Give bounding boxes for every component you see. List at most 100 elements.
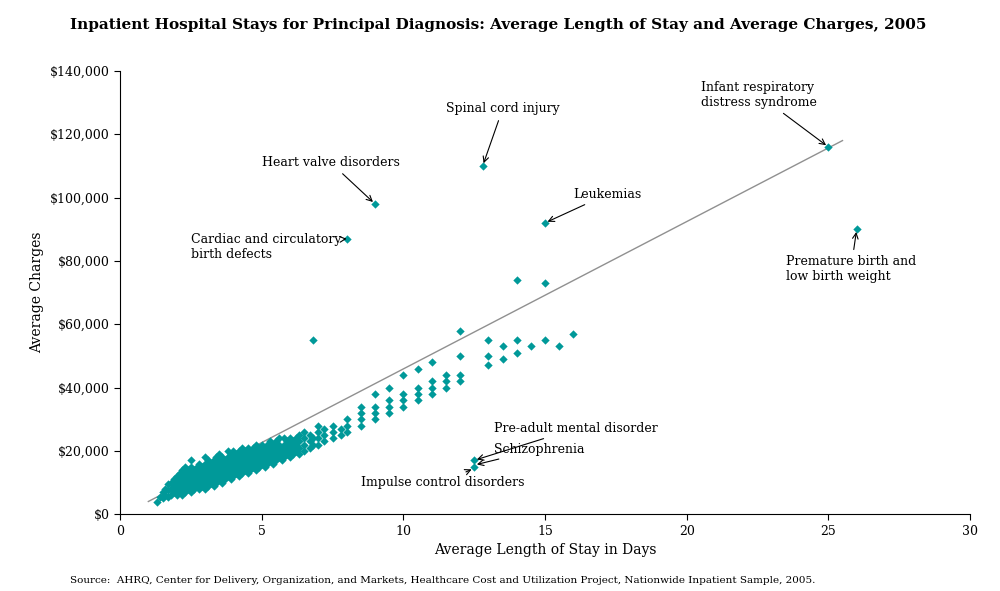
Point bbox=[259, 459, 275, 468]
Point bbox=[248, 446, 264, 456]
Point bbox=[177, 487, 193, 496]
Point bbox=[177, 475, 193, 484]
Point bbox=[208, 465, 224, 475]
Point bbox=[194, 468, 210, 478]
Point bbox=[265, 453, 281, 462]
Point bbox=[820, 142, 836, 152]
Point bbox=[208, 453, 224, 462]
Point bbox=[242, 453, 258, 462]
Point bbox=[172, 487, 188, 496]
Point bbox=[274, 449, 290, 459]
Point bbox=[339, 427, 355, 437]
Point bbox=[183, 468, 199, 478]
Point bbox=[353, 402, 369, 411]
Point bbox=[240, 443, 256, 453]
Point bbox=[276, 433, 292, 443]
Point bbox=[410, 383, 426, 392]
Point bbox=[367, 402, 383, 411]
Point bbox=[316, 437, 332, 446]
Point bbox=[410, 389, 426, 398]
Point bbox=[353, 421, 369, 430]
Point bbox=[217, 475, 233, 484]
Point bbox=[381, 402, 397, 411]
Text: Leukemias: Leukemias bbox=[549, 188, 642, 222]
Point bbox=[217, 468, 233, 478]
Point bbox=[251, 449, 267, 459]
Point bbox=[208, 459, 224, 468]
Point bbox=[228, 468, 244, 478]
Point bbox=[245, 462, 261, 472]
Point bbox=[254, 446, 270, 456]
Point bbox=[214, 465, 230, 475]
Point bbox=[206, 481, 222, 491]
Text: Heart valve disorders: Heart valve disorders bbox=[262, 156, 400, 201]
Point bbox=[206, 462, 222, 472]
Point bbox=[310, 421, 326, 430]
Point bbox=[191, 472, 207, 481]
Point bbox=[200, 462, 216, 472]
Point bbox=[333, 424, 349, 433]
Point bbox=[211, 456, 227, 465]
Point bbox=[271, 453, 287, 462]
Point bbox=[203, 472, 219, 481]
Point bbox=[305, 335, 321, 345]
Point bbox=[231, 446, 247, 456]
Point bbox=[166, 487, 182, 496]
Point bbox=[225, 472, 241, 481]
Point bbox=[259, 440, 275, 449]
Text: Spinal cord injury: Spinal cord injury bbox=[446, 102, 560, 162]
Point bbox=[251, 443, 267, 453]
Point bbox=[211, 449, 227, 459]
Point bbox=[177, 462, 193, 472]
Point bbox=[245, 456, 261, 465]
Point bbox=[157, 491, 173, 500]
Point bbox=[183, 481, 199, 491]
Point bbox=[222, 462, 239, 472]
Point bbox=[214, 472, 230, 481]
Point bbox=[154, 493, 170, 503]
Point bbox=[237, 459, 253, 468]
Point bbox=[367, 389, 383, 398]
Point bbox=[424, 389, 440, 398]
Point bbox=[251, 456, 267, 465]
Point bbox=[225, 459, 241, 468]
Point bbox=[169, 472, 185, 481]
Point bbox=[438, 370, 454, 379]
Point bbox=[480, 361, 496, 370]
Point bbox=[231, 459, 247, 468]
Point bbox=[172, 481, 188, 491]
Point bbox=[254, 459, 270, 468]
Text: Cardiac and circulatory
birth defects: Cardiac and circulatory birth defects bbox=[191, 233, 345, 261]
Point bbox=[203, 478, 219, 487]
Point bbox=[248, 465, 264, 475]
Point bbox=[194, 462, 210, 472]
Point bbox=[214, 459, 230, 468]
Point bbox=[242, 459, 258, 468]
Point bbox=[466, 462, 482, 472]
Point bbox=[149, 497, 165, 506]
Point bbox=[152, 492, 168, 502]
Point bbox=[188, 481, 205, 491]
Point bbox=[160, 492, 176, 502]
Point bbox=[191, 465, 207, 475]
Point bbox=[480, 351, 496, 361]
Point bbox=[163, 491, 179, 500]
Point bbox=[188, 475, 205, 484]
Point bbox=[271, 446, 287, 456]
Point bbox=[154, 487, 170, 496]
Point bbox=[188, 468, 205, 478]
Point bbox=[276, 453, 292, 462]
Point bbox=[222, 449, 239, 459]
Point bbox=[231, 472, 247, 481]
Point bbox=[282, 453, 298, 462]
Point bbox=[265, 459, 281, 468]
Point bbox=[234, 462, 250, 472]
Point bbox=[475, 161, 491, 171]
Point bbox=[166, 481, 182, 491]
Point bbox=[234, 449, 250, 459]
Point bbox=[222, 468, 239, 478]
Point bbox=[231, 465, 247, 475]
Point bbox=[194, 481, 210, 491]
Point bbox=[206, 468, 222, 478]
Point bbox=[242, 465, 258, 475]
